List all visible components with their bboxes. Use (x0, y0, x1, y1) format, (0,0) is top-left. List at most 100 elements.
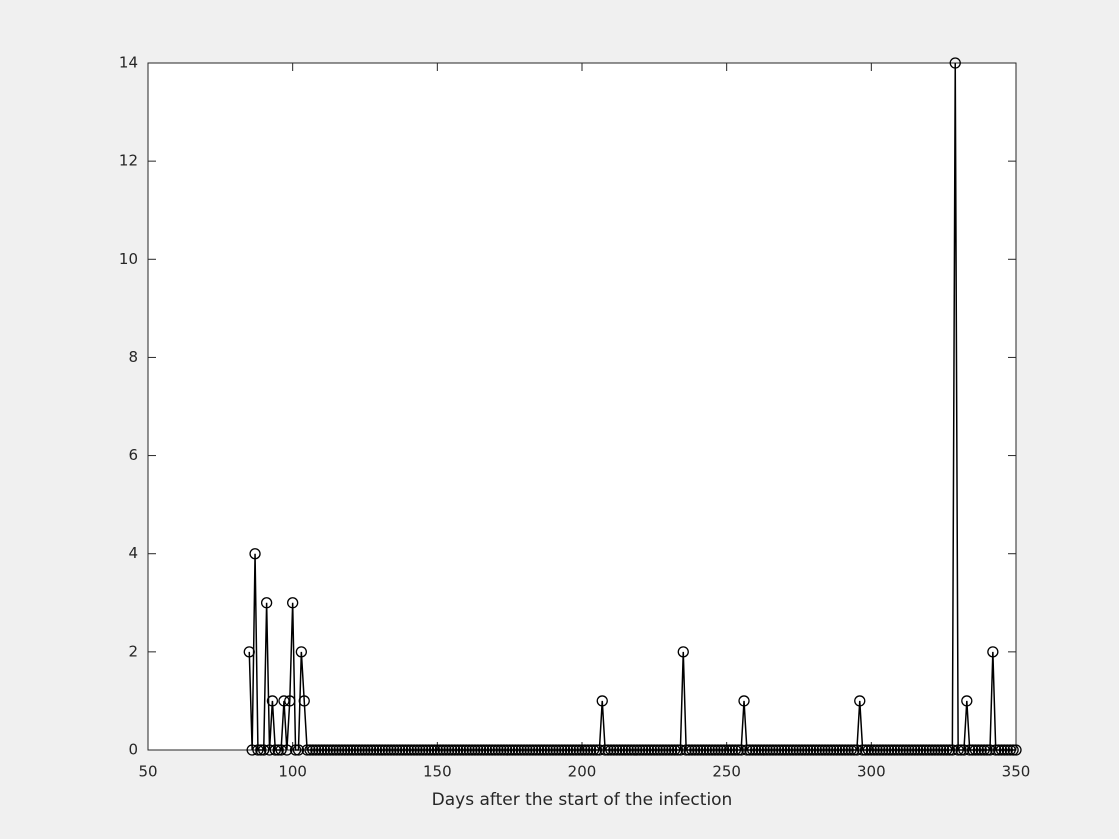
data-marker (350, 744, 362, 756)
data-marker (938, 744, 950, 756)
data-marker (446, 744, 458, 756)
data-marker (874, 744, 886, 756)
data-marker (706, 744, 718, 756)
data-marker (524, 744, 536, 756)
data-marker (475, 744, 487, 756)
data-marker (619, 744, 632, 756)
y-tick-label: 12 (119, 152, 138, 170)
x-axis-label: Days after the start of the infection (432, 790, 733, 810)
data-marker (504, 744, 516, 756)
data-marker (483, 744, 496, 756)
data-marker (642, 744, 655, 756)
data-marker (246, 744, 258, 756)
data-marker (396, 744, 409, 756)
data-marker (668, 744, 681, 756)
data-marker (694, 744, 707, 756)
x-tick-label: 200 (568, 763, 597, 781)
data-marker (784, 744, 796, 756)
data-marker (958, 744, 970, 756)
data-marker (373, 744, 386, 756)
y-tick-label: 6 (128, 446, 138, 464)
data-marker (547, 744, 559, 756)
data-marker (857, 744, 869, 756)
data-marker (356, 744, 368, 756)
data-marker (564, 744, 577, 756)
data-marker (359, 744, 371, 756)
data-marker (486, 744, 498, 756)
y-tick-label: 0 (128, 741, 138, 759)
data-marker (550, 744, 562, 756)
data-marker (469, 744, 481, 756)
data-marker (532, 744, 545, 756)
data-marker (512, 744, 524, 756)
data-marker (295, 646, 307, 658)
data-marker (752, 744, 765, 756)
data-marker (437, 744, 449, 756)
data-marker (770, 744, 782, 756)
data-marker (703, 744, 715, 756)
data-marker (964, 744, 976, 756)
data-marker (272, 744, 284, 756)
data-marker (721, 744, 733, 756)
data-marker (697, 744, 710, 756)
data-marker (692, 744, 704, 756)
data-marker (807, 744, 820, 756)
data-marker (376, 744, 389, 756)
data-marker (567, 744, 579, 756)
data-marker (544, 744, 556, 756)
data-marker (263, 744, 276, 756)
data-marker (851, 744, 863, 756)
data-marker (249, 548, 261, 560)
data-marker (440, 744, 452, 756)
data-marker (689, 744, 701, 756)
data-marker (313, 744, 325, 756)
data-marker (402, 744, 415, 756)
data-marker (287, 597, 299, 609)
data-marker (587, 744, 600, 756)
data-marker (425, 744, 438, 756)
data-marker (634, 744, 646, 756)
x-tick-label: 300 (857, 763, 886, 781)
data-marker (275, 744, 287, 756)
data-marker (987, 646, 999, 658)
data-marker (657, 744, 669, 756)
data-marker (764, 744, 776, 756)
data-marker (961, 695, 973, 707)
x-tick-label: 350 (1002, 763, 1031, 781)
data-marker (932, 744, 944, 756)
data-marker (848, 744, 860, 756)
data-marker (663, 744, 675, 756)
data-marker (553, 744, 565, 756)
data-marker (747, 744, 759, 756)
data-marker (622, 744, 634, 756)
data-marker (570, 744, 582, 756)
data-marker (810, 744, 823, 756)
data-marker (880, 744, 892, 756)
data-marker (284, 695, 296, 707)
data-marker (521, 744, 533, 756)
data-marker (341, 744, 354, 756)
data-marker (558, 744, 571, 756)
data-marker (712, 744, 724, 756)
data-marker (530, 744, 542, 756)
data-marker (590, 744, 603, 756)
data-marker (321, 744, 334, 756)
data-marker (726, 744, 739, 756)
data-marker (891, 744, 904, 756)
data-marker (379, 744, 391, 756)
data-marker (775, 744, 788, 756)
data-marker (411, 744, 423, 756)
data-marker (804, 744, 817, 756)
data-marker (819, 744, 831, 756)
data-marker (318, 744, 331, 756)
data-marker (509, 744, 522, 756)
x-tick-label: 250 (712, 763, 741, 781)
data-marker (972, 744, 985, 756)
data-marker (515, 744, 527, 756)
data-marker (793, 744, 805, 756)
data-marker (408, 744, 420, 756)
data-marker (799, 744, 811, 756)
data-marker (813, 744, 825, 756)
data-marker (489, 744, 501, 756)
data-marker (443, 744, 455, 756)
